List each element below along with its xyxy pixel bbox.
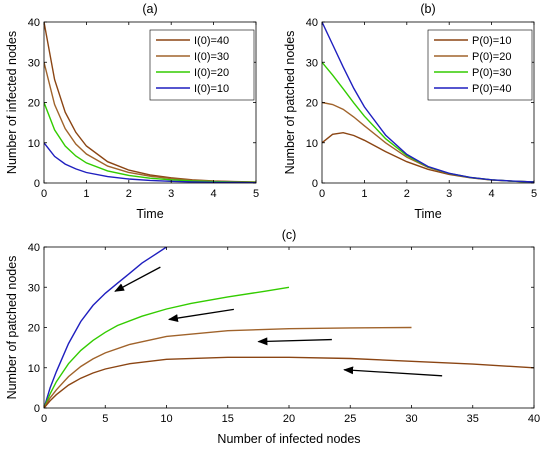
y-tick-label: 40 [28,242,40,254]
y-tick-label: 10 [306,138,318,150]
series-line-3 [44,356,534,408]
panel-label: (c) [282,228,297,242]
legend-label-0: P(0)=10 [472,35,511,47]
y-tick-label: 0 [34,403,40,415]
y-tick-label: 40 [306,17,318,29]
series-line-2 [44,326,412,408]
series-line-2 [44,102,256,183]
axes-box [43,246,535,409]
panel-1: 0 1 2 3 4 5 0 10 20 30 40 (b) Time Number of patched … [283,2,537,221]
y-tick-label: 20 [28,323,40,335]
x-tick-label: 35 [467,413,479,425]
legend-label-0: I(0)=40 [194,35,229,47]
panel-label: (b) [420,2,435,16]
series-line-0 [322,131,534,183]
legend-label-3: P(0)=40 [472,83,511,95]
direction-arrow-3 [343,366,443,377]
direction-arrow-1 [167,308,234,323]
x-tick-label: 30 [405,413,417,425]
x-tick-label: 15 [222,413,234,425]
y-tick-label: 40 [28,17,40,29]
series-line-0 [44,247,167,408]
y-tick-label: 0 [312,178,318,190]
x-tick-label: 10 [160,413,172,425]
y-tick-label: 20 [306,98,318,110]
x-tick-label: 0 [41,188,47,200]
y-axis-label: Number of infected nodes [5,31,19,174]
y-tick-label: 20 [28,98,40,110]
legend-label-2: I(0)=20 [194,67,229,79]
y-tick-label: 30 [28,282,40,294]
legend-label-3: I(0)=10 [194,83,229,95]
legend-label-1: I(0)=30 [194,51,229,63]
y-axis-label: Number of patched nodes [283,31,297,175]
legend-label-1: P(0)=20 [472,51,511,63]
x-axis-label: Time [136,207,163,221]
x-tick-label: 4 [211,188,217,200]
y-tick-label: 30 [306,57,318,69]
x-tick-label: 2 [126,188,132,200]
y-tick-label: 30 [28,57,40,69]
x-tick-label: 3 [168,188,174,200]
x-tick-label: 5 [102,413,108,425]
x-tick-label: 1 [361,188,367,200]
direction-arrow-0 [114,266,161,292]
y-tick-label: 0 [34,178,40,190]
x-tick-label: 2 [404,188,410,200]
x-tick-label: 0 [319,188,325,200]
x-tick-label: 4 [489,188,495,200]
legend: I(0)=40 I(0)=30 I(0)=20 I(0)=10 [149,29,255,101]
x-axis-label: Number of infected nodes [217,432,360,446]
x-tick-label: 5 [531,188,537,200]
x-tick-label: 40 [528,413,540,425]
series-line-3 [322,22,534,183]
panel-2: 0 5 10 15 20 25 30 35 40 0 10 20 30 40 (c) Number of in… [5,228,540,446]
series-group [44,247,534,408]
series-line-1 [322,101,534,183]
x-tick-label: 25 [344,413,356,425]
x-tick-label: 5 [253,188,259,200]
x-axis-label: Time [414,207,441,221]
y-axis-label: Number of patched nodes [5,256,19,400]
panel-0: 0 1 2 3 4 5 0 10 20 30 40 (a) Time Number of infected… [5,2,259,221]
y-tick-label: 10 [28,363,40,375]
legend-label-2: P(0)=30 [472,67,511,79]
x-tick-label: 0 [41,413,47,425]
x-tick-label: 3 [446,188,452,200]
panel-label: (a) [142,2,157,16]
legend: P(0)=10 P(0)=20 P(0)=30 P(0)=40 [427,29,533,101]
x-tick-label: 1 [83,188,89,200]
y-tick-label: 10 [28,138,40,150]
direction-arrow-2 [257,337,332,346]
series-line-1 [44,286,290,408]
x-tick-label: 20 [283,413,295,425]
